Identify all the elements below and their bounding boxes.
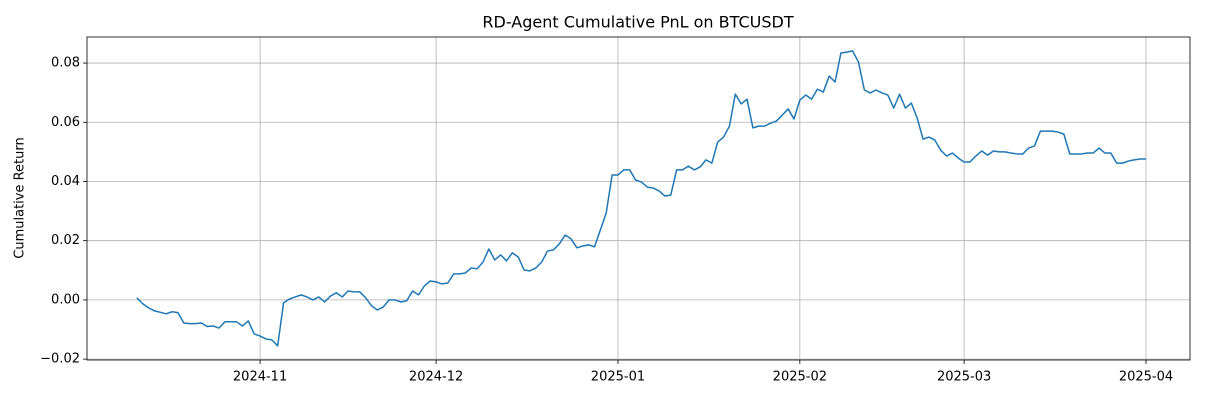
chart-title: RD-Agent Cumulative PnL on BTCUSDT xyxy=(482,13,793,32)
plot-frame xyxy=(86,36,1191,361)
x-tick-label: 2024-11 xyxy=(233,370,287,385)
x-tick-label: 2025-03 xyxy=(937,370,991,385)
y-tick-label: 0.04 xyxy=(51,174,80,189)
x-tick-label: 2025-01 xyxy=(591,370,645,385)
y-axis-label: Cumulative Return xyxy=(13,137,28,258)
x-tick-label: 2025-02 xyxy=(773,370,827,385)
y-tick-label: −0.02 xyxy=(40,352,80,367)
y-tick-label: 0.00 xyxy=(51,292,80,307)
x-tick-label: 2025-04 xyxy=(1119,370,1173,385)
data-line xyxy=(136,50,1146,347)
y-tick-label: 0.08 xyxy=(51,56,80,71)
y-tick-label: 0.06 xyxy=(51,115,80,130)
x-tick-label: 2024-12 xyxy=(409,370,463,385)
y-tick-label: 0.02 xyxy=(51,233,80,248)
